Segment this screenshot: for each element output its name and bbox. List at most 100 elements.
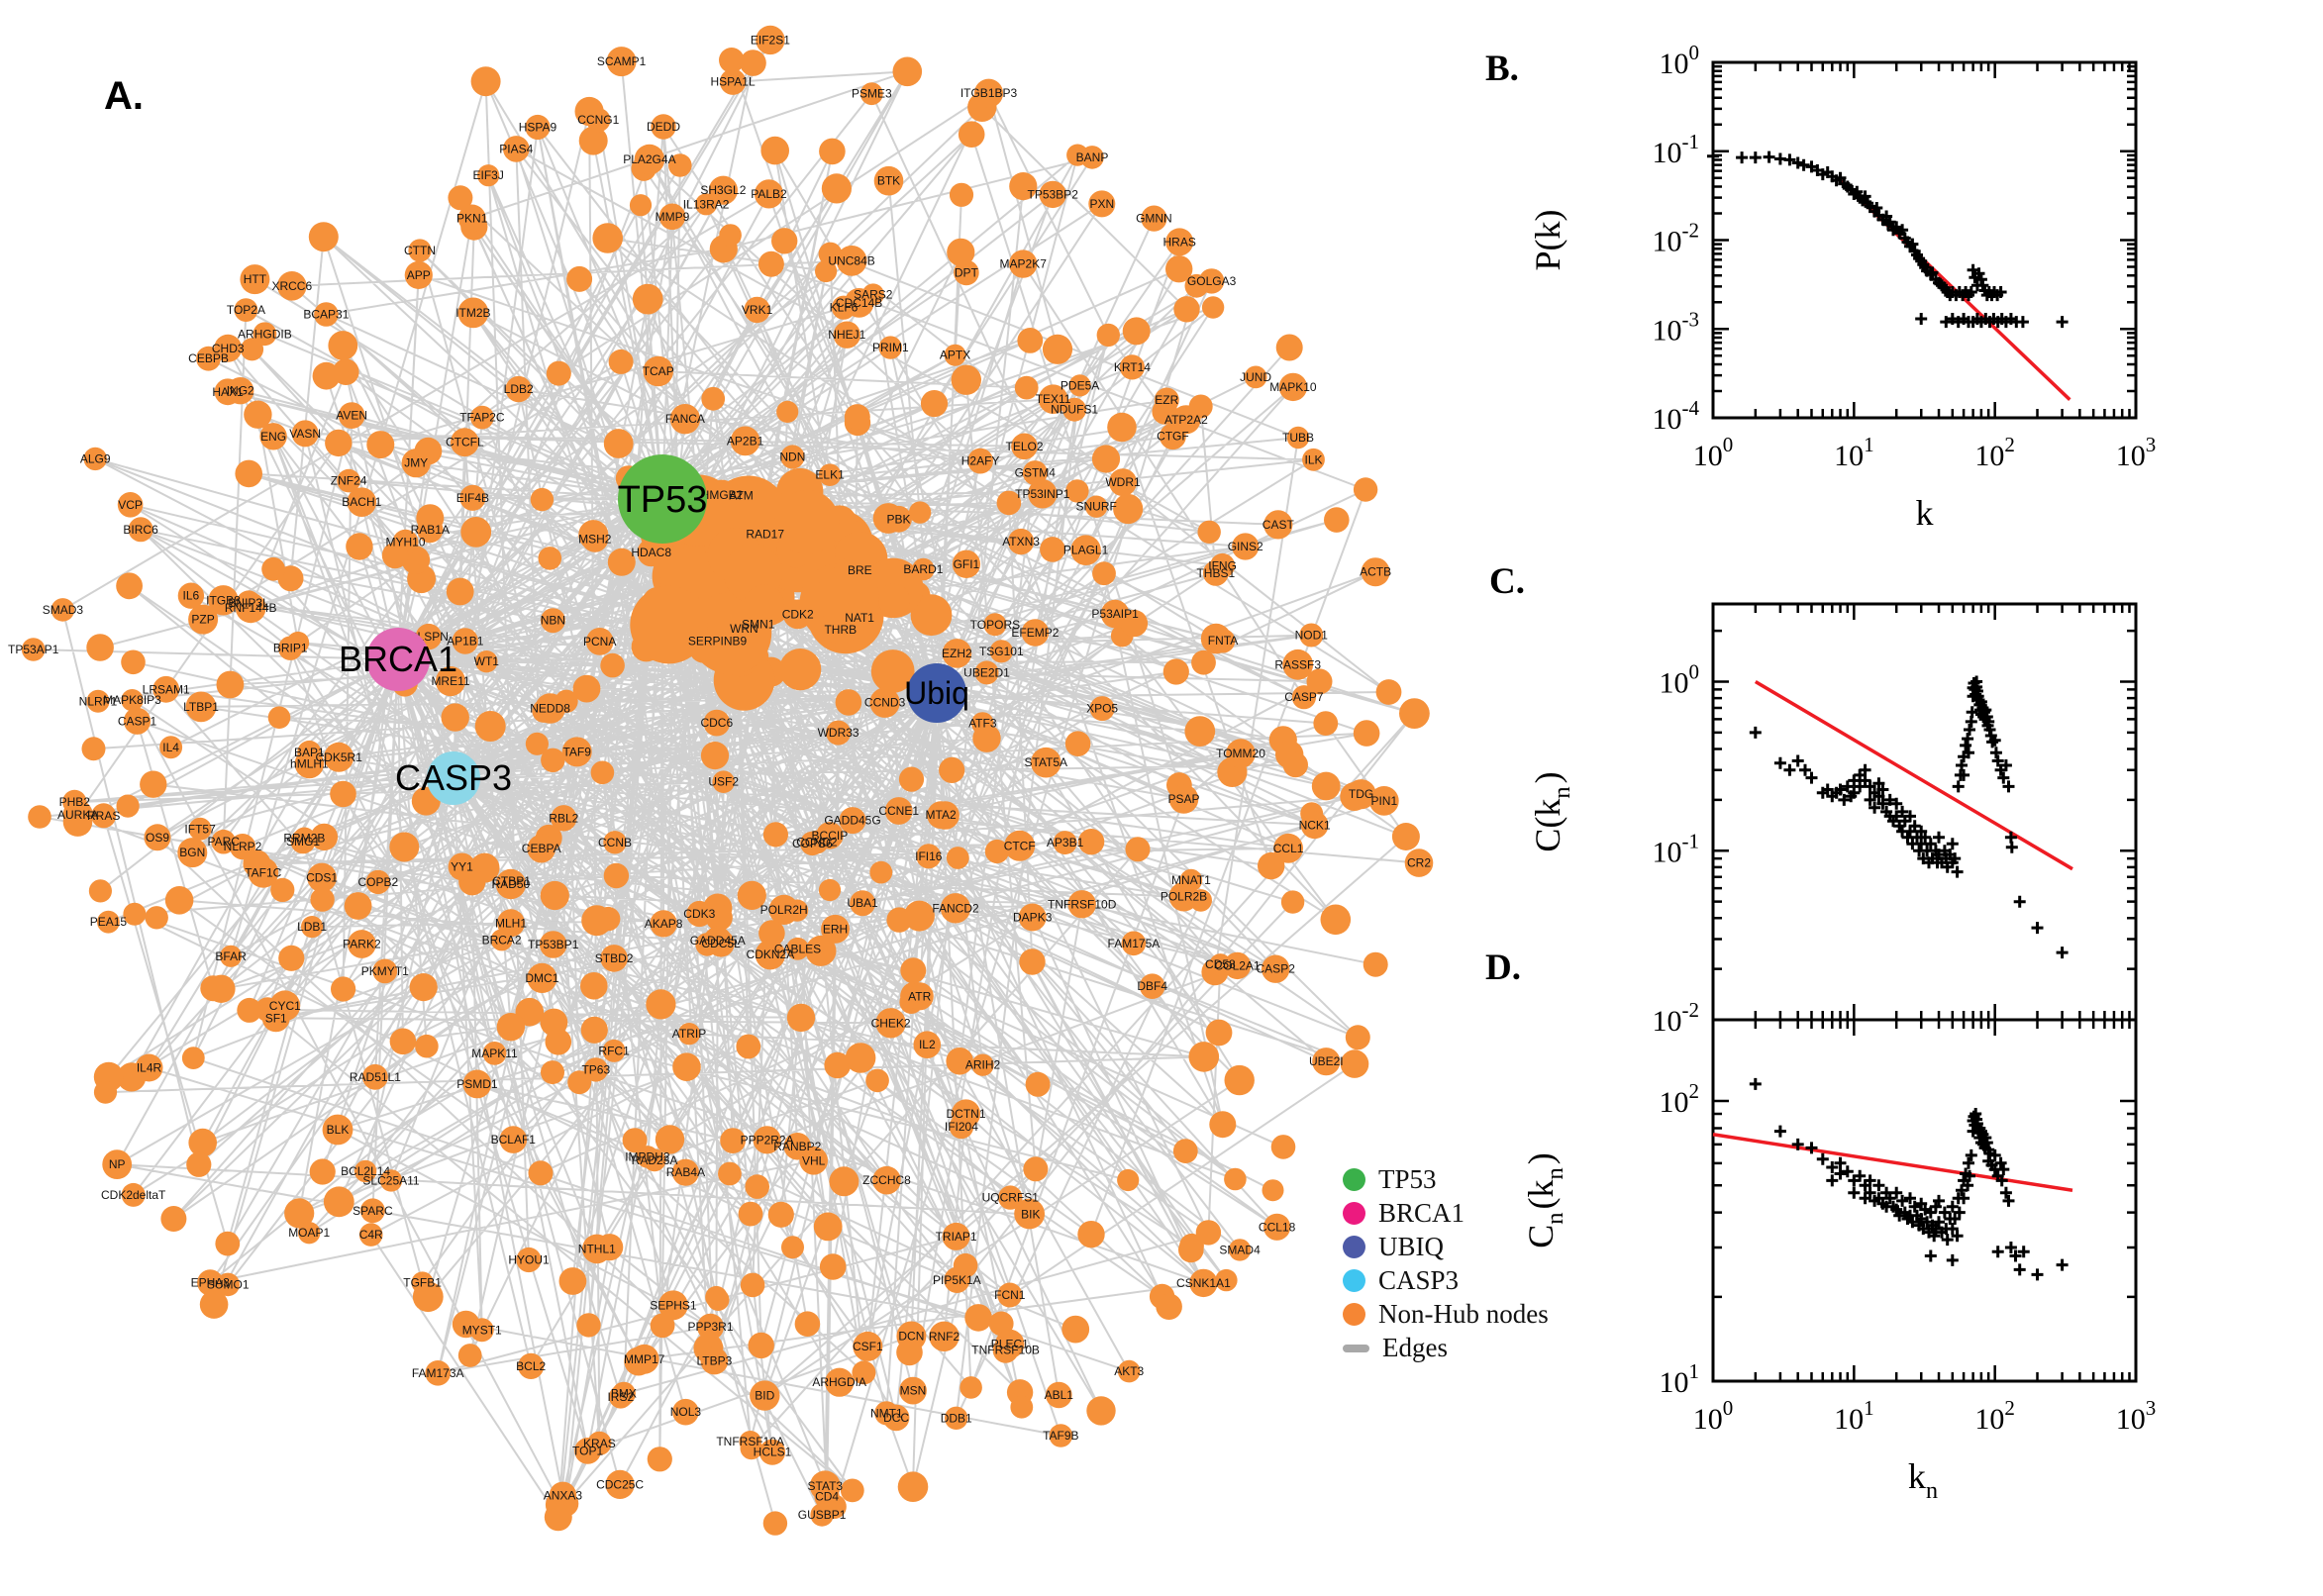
- network-node: [128, 517, 153, 543]
- network-node: [140, 770, 167, 798]
- network-node: [310, 887, 335, 912]
- axis-ticks: [1711, 60, 2138, 420]
- network-node: [62, 789, 87, 815]
- network-node: [365, 869, 390, 895]
- hub-label-brca1: BRCA1: [339, 639, 457, 679]
- legend-dot-ubiq-icon: [1343, 1236, 1365, 1258]
- network-node-label: CDK5R1: [316, 750, 363, 764]
- network-node-label: GADD45G: [824, 814, 880, 828]
- network-node-label: STAT5A: [1025, 755, 1068, 769]
- network-node: [185, 691, 217, 723]
- network-node: [1210, 628, 1236, 653]
- network-node: [767, 1201, 794, 1228]
- network-node: [220, 945, 243, 967]
- network-node: [1121, 931, 1147, 956]
- x-tick-label: 101: [1834, 1396, 1874, 1436]
- network-node-label: EIF3J: [473, 168, 504, 182]
- network-node-label: CSNK1A1: [1176, 1276, 1231, 1290]
- network-node: [655, 1125, 685, 1154]
- network-node: [740, 1437, 763, 1460]
- network-node: [755, 940, 786, 970]
- network-node: [1117, 1359, 1141, 1383]
- network-node-label: TP53AP1: [8, 643, 59, 656]
- network-node: [821, 173, 853, 204]
- network-node-label: ELK1: [815, 468, 845, 482]
- network-node: [379, 1169, 403, 1192]
- network-node: [470, 66, 501, 97]
- network-node: [774, 489, 840, 554]
- network-node-label: NBN: [541, 614, 565, 628]
- network-node: [496, 1012, 526, 1042]
- network-node: [896, 1339, 923, 1366]
- network-node: [541, 1060, 564, 1085]
- network-node: [609, 1385, 633, 1409]
- network-node: [525, 114, 551, 141]
- network-node: [1049, 1424, 1073, 1447]
- network-node: [786, 899, 809, 922]
- network-node-label: EPHA3: [191, 1276, 231, 1290]
- network-node: [608, 349, 634, 374]
- network-node: [470, 405, 494, 430]
- network-node-label: PXN: [1089, 197, 1114, 211]
- network-node-label: CDKN2A: [747, 948, 795, 961]
- network-node-label: ERH: [823, 922, 848, 936]
- network-node-label: UNC84B: [828, 253, 874, 267]
- network-node-label: PDE5A: [1060, 378, 1099, 392]
- network-node-label: UBE2D1: [963, 665, 1010, 679]
- panel-d-label: D.: [1485, 948, 1521, 988]
- network-node: [708, 175, 739, 205]
- network-node-label: BIRC6: [123, 523, 158, 537]
- network-node-label: BGN: [179, 846, 205, 859]
- network-node: [1064, 731, 1091, 756]
- network-node: [1165, 255, 1193, 283]
- network-node-label: AURKA: [57, 808, 98, 822]
- network-node: [1016, 1200, 1045, 1229]
- network-node-label: MNAT1: [1171, 873, 1211, 887]
- network-node: [1065, 479, 1089, 503]
- hub-node-casp3: [427, 751, 480, 805]
- network-node: [1363, 951, 1388, 977]
- network-node: [457, 204, 486, 233]
- network-node: [1022, 460, 1048, 486]
- network-node: [538, 547, 562, 570]
- network-node: [794, 1311, 821, 1337]
- network-node-label: NDUFS1: [1051, 403, 1098, 417]
- network-node: [412, 1281, 444, 1313]
- network-node-label: CABLES: [774, 942, 821, 955]
- network-node: [452, 628, 478, 654]
- network-node-label: CTTN: [404, 244, 436, 257]
- network-node: [277, 271, 307, 301]
- network-node: [229, 834, 256, 860]
- network-node: [1282, 751, 1309, 778]
- network-node-label: PBK: [886, 512, 910, 526]
- network-node: [1263, 1213, 1291, 1241]
- network-node: [992, 1337, 1019, 1363]
- network-node: [270, 877, 295, 903]
- network-node: [81, 737, 106, 761]
- network-node-label: TP53BP1: [528, 938, 579, 951]
- network-node-label: COL2A1: [1215, 958, 1261, 972]
- network-node-label: NLRP2: [224, 840, 262, 853]
- network-node: [475, 650, 498, 673]
- network-node: [869, 687, 900, 718]
- network-node-label: GUSBP1: [798, 1508, 847, 1522]
- network-node: [740, 50, 766, 76]
- network-node: [1375, 679, 1402, 705]
- network-node: [117, 1062, 147, 1092]
- network-node: [900, 957, 927, 984]
- network-node: [903, 900, 935, 932]
- network-node-label: CTCFL: [446, 436, 484, 449]
- network-node: [940, 893, 971, 924]
- network-node: [602, 1039, 626, 1062]
- network-node: [301, 916, 324, 939]
- network-node-label: ZNF24: [331, 474, 367, 488]
- network-node: [686, 900, 713, 928]
- legend-label-tp53: TP53: [1378, 1164, 1437, 1194]
- network-node-label: PKMYT1: [361, 964, 409, 978]
- network-node-label: TAF1C: [245, 865, 281, 879]
- network-node-label: P53AIP1: [1091, 607, 1139, 621]
- network-node: [908, 501, 932, 524]
- network-node: [651, 114, 676, 140]
